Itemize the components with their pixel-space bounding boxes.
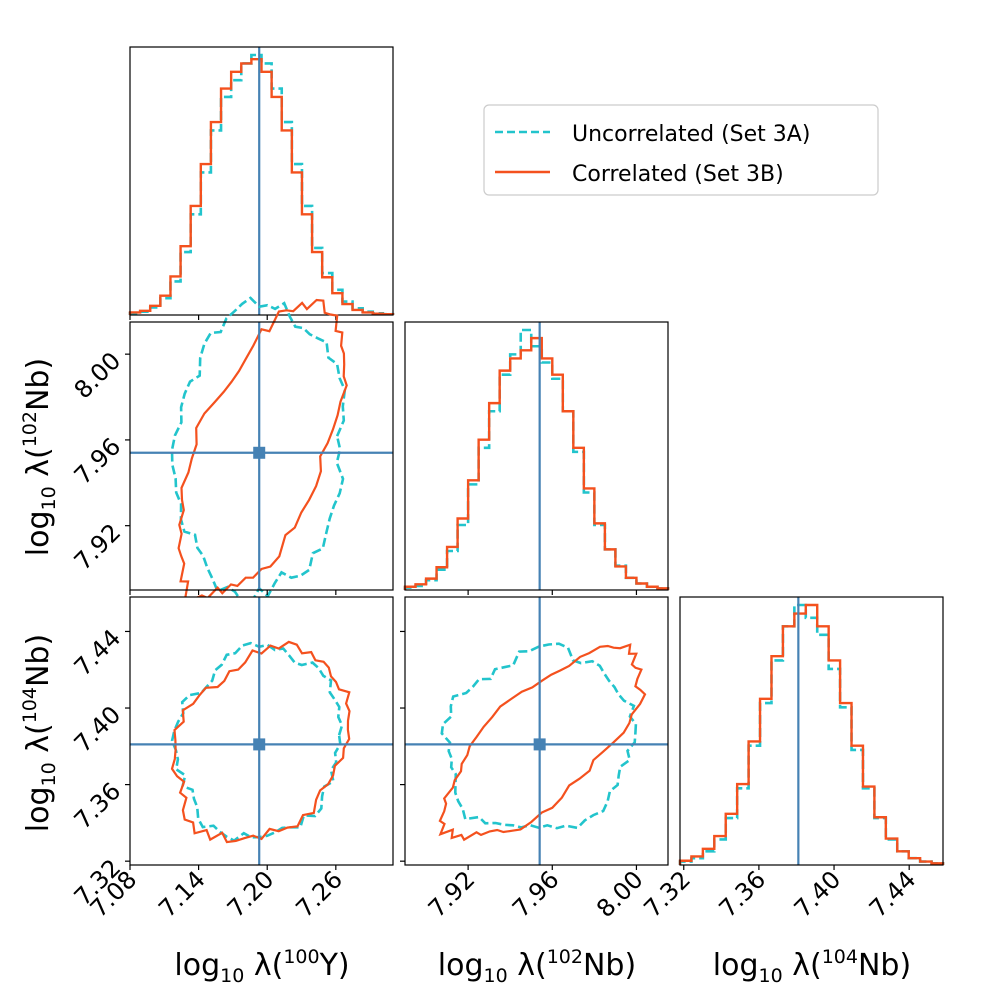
histogram-correlated bbox=[128, 57, 395, 316]
legend-uncorrelated-label: Uncorrelated (Set 3A) bbox=[572, 122, 810, 147]
panel-frame bbox=[679, 596, 944, 866]
x-tick-label: 7.92 bbox=[423, 865, 481, 923]
y-tick-label: 7.44 bbox=[69, 624, 127, 682]
y-tick-label: 7.40 bbox=[69, 700, 127, 758]
x-tick-label: 7.20 bbox=[222, 865, 280, 923]
panel-r1-c0: 7.92 7.96 8.00 bbox=[69, 296, 394, 606]
contour-correlated bbox=[177, 298, 348, 604]
panel-background bbox=[130, 597, 393, 865]
panel-background bbox=[405, 322, 668, 590]
panel-frame bbox=[129, 596, 394, 866]
contour-uncorrelated bbox=[440, 642, 638, 830]
panel-background bbox=[680, 597, 943, 865]
y-tick-label: 7.36 bbox=[69, 777, 127, 835]
contour-uncorrelated bbox=[170, 296, 347, 606]
histogram-correlated bbox=[403, 336, 670, 590]
x-tick-label: 7.40 bbox=[789, 865, 847, 923]
x-axis-label-0: log10 λ(100Y) bbox=[174, 946, 349, 987]
x-tick-label: 7.32 bbox=[638, 865, 696, 923]
y-tick-label: 7.96 bbox=[69, 432, 127, 490]
y-axis-label-1: log10 λ(104Nb) bbox=[19, 634, 60, 832]
x-tick-label: 7.96 bbox=[507, 865, 565, 923]
panel-r2-c1: 7.92 7.96 8.00 bbox=[400, 596, 669, 923]
x-tick-label: 7.14 bbox=[153, 865, 211, 923]
panel-frame bbox=[129, 321, 394, 591]
legend-correlated-label: Correlated (Set 3B) bbox=[572, 162, 784, 187]
legend-box bbox=[483, 104, 879, 196]
legend: Uncorrelated (Set 3A) Correlated (Set 3B… bbox=[483, 104, 879, 196]
panel-background bbox=[130, 47, 393, 315]
panel-frame bbox=[404, 321, 669, 591]
histogram-uncorrelated bbox=[678, 603, 945, 865]
panel-frame bbox=[129, 46, 394, 316]
panel-r2-c0: 7.08 7.14 7.20 7.267.327.367.407.44 bbox=[69, 596, 394, 923]
y-tick-label: 7.92 bbox=[69, 518, 127, 576]
histogram-correlated bbox=[678, 603, 945, 865]
x-tick-label: 7.44 bbox=[864, 865, 922, 923]
truth-marker bbox=[533, 738, 546, 751]
truth-marker bbox=[253, 446, 266, 459]
y-axis-label-0: log10 λ(102Nb) bbox=[19, 358, 60, 556]
contour-correlated bbox=[170, 640, 351, 844]
panel-r0-c0 bbox=[128, 46, 395, 320]
panel-r2-c2: 7.32 7.36 7.40 7.44 bbox=[638, 596, 945, 923]
x-axis-label-2: log10 λ(104Nb) bbox=[713, 946, 911, 987]
truth-marker bbox=[253, 738, 266, 751]
contour-correlated bbox=[438, 643, 647, 842]
x-axis-label-1: log10 λ(102Nb) bbox=[438, 946, 636, 987]
panel-frame bbox=[404, 596, 669, 866]
x-tick-label: 8.00 bbox=[591, 865, 649, 923]
x-tick-label: 7.26 bbox=[290, 865, 348, 923]
y-tick-label: 8.00 bbox=[69, 347, 127, 405]
panel-r1-c1 bbox=[403, 321, 670, 595]
panels-layer: 7.927.968.007.08 7.14 7.20 7.267.327.367.40… bbox=[19, 46, 945, 987]
x-tick-label: 7.36 bbox=[714, 865, 772, 923]
